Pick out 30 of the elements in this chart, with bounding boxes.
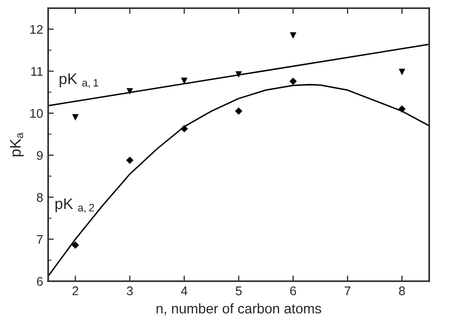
x-tick-label: 6 — [290, 286, 296, 296]
x-tick-label: 3 — [126, 286, 133, 296]
point — [180, 125, 188, 132]
point — [289, 78, 297, 85]
y-tick-label: 7 — [36, 235, 43, 244]
series-label: pK $_{a,1}$ — [60, 74, 98, 88]
point — [398, 105, 406, 113]
point — [290, 32, 296, 39]
x-axis-title: n, number of carbon atoms — [156, 303, 322, 316]
y-tick-label: 8 — [36, 193, 43, 202]
point — [72, 114, 79, 121]
point — [126, 156, 134, 164]
y-tick-label: 12 — [30, 24, 43, 34]
point — [126, 88, 134, 95]
point — [235, 107, 242, 115]
x-tick-label: 8 — [399, 286, 405, 296]
point — [398, 68, 406, 76]
y-tick-label: 11 — [31, 67, 43, 76]
x-tick-label: 7 — [344, 286, 350, 296]
y-tick-label: 9 — [36, 151, 43, 160]
x-tick-label: 5 — [236, 286, 242, 296]
x-tick-label: 4 — [181, 286, 188, 296]
point — [180, 78, 188, 84]
y-tick-label: 6 — [36, 277, 43, 286]
text: pK $_{a,2}$ — [56, 198, 94, 213]
point — [72, 241, 80, 249]
x-tick-label: 2 — [72, 286, 78, 296]
y-tick-label: 10 — [30, 108, 43, 118]
point — [235, 71, 242, 78]
y-axis-title: pK$_{a}$ — [10, 132, 24, 156]
